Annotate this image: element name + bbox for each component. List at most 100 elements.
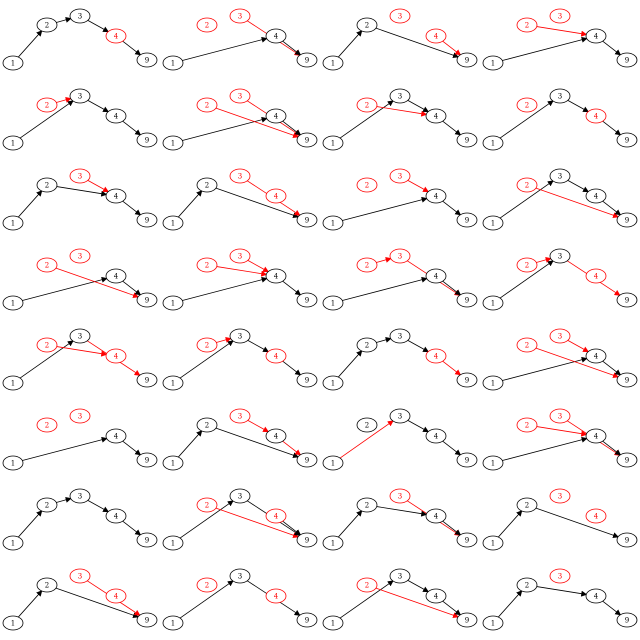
graph-panel: 1 2 3 4 9 <box>482 488 638 551</box>
highlighted-node <box>585 108 607 124</box>
highlighted-edge <box>215 107 299 139</box>
graph-node <box>162 375 184 391</box>
highlighted-node <box>196 97 218 113</box>
node-label: 4 <box>114 273 119 281</box>
graph-node <box>482 55 504 71</box>
node-label: 4 <box>434 33 439 41</box>
node-label: 3 <box>558 333 562 341</box>
node-label: 4 <box>274 433 279 441</box>
graph-node <box>2 55 24 71</box>
node-label: 4 <box>594 353 599 361</box>
node-label: 3 <box>238 173 242 181</box>
node-label: 2 <box>365 422 369 430</box>
highlighted-edge <box>339 420 394 459</box>
graph-edge <box>407 580 430 593</box>
graph-node <box>2 535 24 551</box>
highlighted-edge <box>376 106 428 117</box>
graph-edge <box>602 360 622 376</box>
node-label: 1 <box>331 540 335 548</box>
node-label: 4 <box>434 273 439 281</box>
node-label: 1 <box>331 300 335 308</box>
graph-node <box>196 177 218 193</box>
graph-node <box>162 295 184 311</box>
node-label: 4 <box>274 193 279 201</box>
graph-edge <box>282 280 302 296</box>
highlighted-edge <box>56 346 108 357</box>
highlighted-edge <box>442 360 462 376</box>
node-label: 2 <box>205 502 209 510</box>
highlighted-edge <box>247 420 270 433</box>
node-label: 9 <box>145 457 149 465</box>
node-label: 9 <box>625 617 629 625</box>
highlighted-node <box>69 248 91 264</box>
highlighted-edge <box>535 187 619 219</box>
graph-node <box>296 52 318 68</box>
node-label: 9 <box>305 217 309 225</box>
graph-node <box>296 372 318 388</box>
graph-node <box>196 417 218 433</box>
highlighted-node <box>549 568 571 584</box>
graph-node <box>36 177 58 193</box>
graph-edge <box>282 520 302 536</box>
node-label: 9 <box>625 537 629 545</box>
graph-node <box>616 372 638 388</box>
node-label: 9 <box>625 297 629 305</box>
graph-panel: 1 2 3 4 9 <box>322 8 478 71</box>
graph-edge <box>215 187 299 219</box>
highlighted-node <box>389 168 411 184</box>
node-label: 9 <box>465 457 469 465</box>
graph-edge <box>122 120 142 136</box>
node-label: 3 <box>238 333 242 341</box>
graph-node <box>296 132 318 148</box>
graph-panel: 1 2 3 4 9 <box>162 168 318 231</box>
highlighted-edge <box>567 340 590 353</box>
node-label: 2 <box>45 342 49 350</box>
node-label: 2 <box>205 342 209 350</box>
graph-edge <box>55 587 139 619</box>
highlighted-edge <box>282 440 302 456</box>
node-label: 1 <box>11 540 15 548</box>
graph-node <box>69 88 91 104</box>
graph-edge <box>442 600 462 616</box>
graph-node <box>229 328 251 344</box>
node-label: 4 <box>594 593 599 601</box>
node-label: 4 <box>114 33 119 41</box>
node-label: 4 <box>114 193 119 201</box>
graph-node <box>162 215 184 231</box>
graph-node <box>136 372 158 388</box>
graph-node <box>162 455 184 471</box>
graph-node <box>36 577 58 593</box>
node-label: 2 <box>205 582 209 590</box>
node-label: 3 <box>558 413 562 421</box>
graph-node <box>162 55 184 71</box>
node-label: 1 <box>331 460 335 468</box>
highlighted-node <box>549 328 571 344</box>
highlighted-node <box>356 577 378 593</box>
node-label: 2 <box>365 502 369 510</box>
highlighted-edge <box>376 256 392 263</box>
graph-panel: 1 2 3 4 9 <box>482 168 638 231</box>
graph-node <box>389 408 411 424</box>
graph-node <box>356 417 378 433</box>
graph-node <box>456 452 478 468</box>
node-label: 1 <box>331 140 335 148</box>
node-label: 9 <box>145 537 149 545</box>
graph-node <box>585 588 607 604</box>
node-label: 3 <box>398 93 402 101</box>
graph-panel: 1 2 3 4 9 <box>322 168 478 231</box>
node-label: 3 <box>398 13 402 21</box>
graph-node <box>482 215 504 231</box>
graph-edge <box>342 276 428 301</box>
highlighted-edge <box>407 180 430 193</box>
node-label: 3 <box>558 93 562 101</box>
graph-panel: 1 2 3 4 9 <box>162 8 318 71</box>
node-label: 1 <box>491 460 495 468</box>
highlighted-edge <box>55 267 139 299</box>
graph-node <box>322 535 344 551</box>
highlighted-node <box>229 248 251 264</box>
graph-panel: 1 2 3 4 9 <box>482 328 638 391</box>
node-label: 4 <box>274 113 279 121</box>
node-label: 2 <box>525 22 529 30</box>
node-label: 4 <box>114 513 119 521</box>
